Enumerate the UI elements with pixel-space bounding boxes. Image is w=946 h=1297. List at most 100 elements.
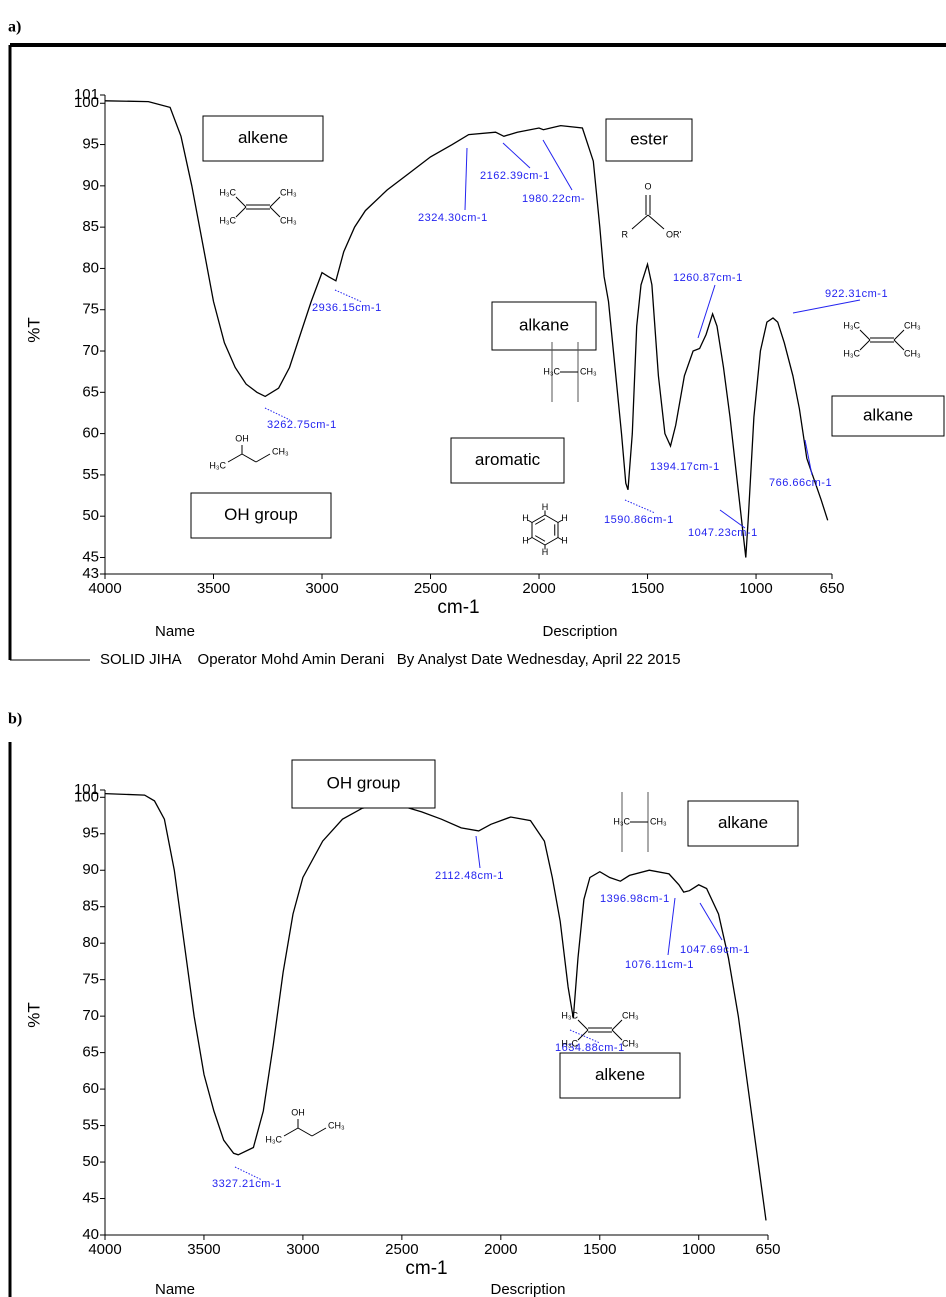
panel-label: a) xyxy=(8,19,21,36)
peak-label: 3262.75cm-1 xyxy=(267,419,337,431)
x-tick-label: 3000 xyxy=(286,1241,319,1258)
structure-label: CH₃ xyxy=(622,1038,639,1048)
y-axis-label: %T xyxy=(24,1002,43,1028)
y-tick-label: 85 xyxy=(82,898,99,915)
structure-label: CH₃ xyxy=(622,1010,639,1020)
bond xyxy=(535,535,546,542)
x-tick-label: 3000 xyxy=(305,580,338,597)
structure-label: CH₃ xyxy=(280,215,297,225)
y-tick-label: 75 xyxy=(82,971,99,988)
bond xyxy=(577,1019,589,1031)
peak-pointer xyxy=(475,835,481,869)
bond xyxy=(544,537,559,546)
peak-label: 1590.86cm-1 xyxy=(604,514,674,526)
peak-label: 1260.87cm-1 xyxy=(673,272,743,284)
bond xyxy=(893,339,905,351)
peak-pointer xyxy=(569,1029,601,1044)
structure-label: OH xyxy=(291,1107,305,1117)
x-axis-label: cm-1 xyxy=(405,1258,447,1279)
y-tick-label: 45 xyxy=(82,548,99,565)
bond xyxy=(527,537,533,541)
structure-label: H₃C xyxy=(843,320,860,330)
peak-pointer xyxy=(697,284,716,339)
x-tick-label: 2000 xyxy=(484,1241,517,1258)
bond xyxy=(647,214,665,230)
peak-label: 922.31cm-1 xyxy=(825,288,888,300)
bond xyxy=(255,453,271,463)
bond xyxy=(611,1029,623,1041)
peak-label: 1980.22cm- xyxy=(522,193,585,205)
bond xyxy=(535,518,546,525)
bond xyxy=(557,519,563,523)
peak-label: 1394.17cm-1 xyxy=(650,461,720,473)
x-tick-label: 1000 xyxy=(682,1241,715,1258)
peak-label: 2324.30cm-1 xyxy=(418,212,488,224)
x-tick-label: 4000 xyxy=(88,580,121,597)
y-tick-label: 101 xyxy=(74,781,99,798)
structure-label: H xyxy=(522,513,529,523)
structure-label: R xyxy=(622,229,629,239)
peak-label: 3327.21cm-1 xyxy=(212,1178,282,1190)
group-box xyxy=(450,437,565,484)
peak-pointer xyxy=(804,439,813,476)
bond xyxy=(227,453,243,463)
bond xyxy=(531,514,546,523)
structure-label: H₃C xyxy=(209,460,226,470)
x-tick-label: 3500 xyxy=(187,1241,220,1258)
y-tick-label: 80 xyxy=(82,934,99,951)
group-label: alkene xyxy=(238,128,288,147)
peak-pointer xyxy=(792,299,861,314)
bond xyxy=(557,537,563,541)
x-tick-label: 4000 xyxy=(88,1241,121,1258)
group-label: alkane xyxy=(519,315,569,334)
spectrum-line xyxy=(104,100,829,558)
panel-label: b) xyxy=(8,711,22,728)
structure-label: CH₃ xyxy=(904,348,921,358)
structure-label: H xyxy=(561,513,568,523)
group-label: aromatic xyxy=(475,450,541,469)
peak-pointer xyxy=(699,902,723,941)
bond xyxy=(297,1127,313,1137)
bond xyxy=(235,196,247,208)
structure-label: CH₃ xyxy=(280,187,297,197)
y-tick-label: 70 xyxy=(82,342,99,359)
structure-label: H₃C xyxy=(843,348,860,358)
bond xyxy=(859,339,871,351)
y-tick-label: 70 xyxy=(82,1007,99,1024)
x-tick-label: 3500 xyxy=(197,580,230,597)
footer-name: Name xyxy=(155,1281,195,1297)
y-tick-label: 75 xyxy=(82,301,99,318)
x-tick-label: 2000 xyxy=(522,580,555,597)
peak-label: 766.66cm-1 xyxy=(769,477,832,489)
bond xyxy=(235,206,247,218)
footer-name: Name xyxy=(155,623,195,640)
bond xyxy=(577,1029,589,1041)
bond xyxy=(611,1019,623,1031)
group-box xyxy=(605,118,693,162)
x-tick-label: 1500 xyxy=(583,1241,616,1258)
peak-pointer xyxy=(464,147,468,211)
bond xyxy=(531,537,546,546)
group-box xyxy=(831,395,945,437)
structure-label: OR' xyxy=(666,229,682,239)
footer-description: Description xyxy=(490,1281,565,1297)
peak-label: 1634.88cm-1 xyxy=(555,1042,625,1054)
y-tick-label: 55 xyxy=(82,466,99,483)
peak-pointer xyxy=(234,1166,263,1181)
y-tick-label: 50 xyxy=(82,507,99,524)
peak-pointer xyxy=(719,509,746,529)
peak-pointer xyxy=(542,139,573,191)
group-label: OH group xyxy=(224,505,298,524)
y-tick-label: 65 xyxy=(82,383,99,400)
peak-pointer xyxy=(667,897,676,956)
x-tick-label: 2500 xyxy=(385,1241,418,1258)
group-label: alkane xyxy=(863,405,913,424)
y-tick-label: 95 xyxy=(82,825,99,842)
bond xyxy=(283,1127,299,1137)
y-tick-label: 100 xyxy=(74,94,99,111)
group-label: ester xyxy=(630,129,668,148)
structure-label: H xyxy=(561,536,568,546)
structure-label: H₃C xyxy=(613,816,630,826)
peak-label: 2112.48cm-1 xyxy=(435,870,504,882)
